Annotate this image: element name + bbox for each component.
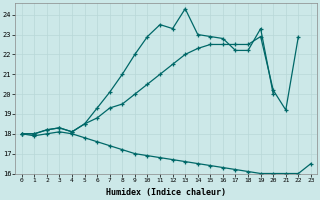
X-axis label: Humidex (Indice chaleur): Humidex (Indice chaleur) bbox=[106, 188, 226, 197]
